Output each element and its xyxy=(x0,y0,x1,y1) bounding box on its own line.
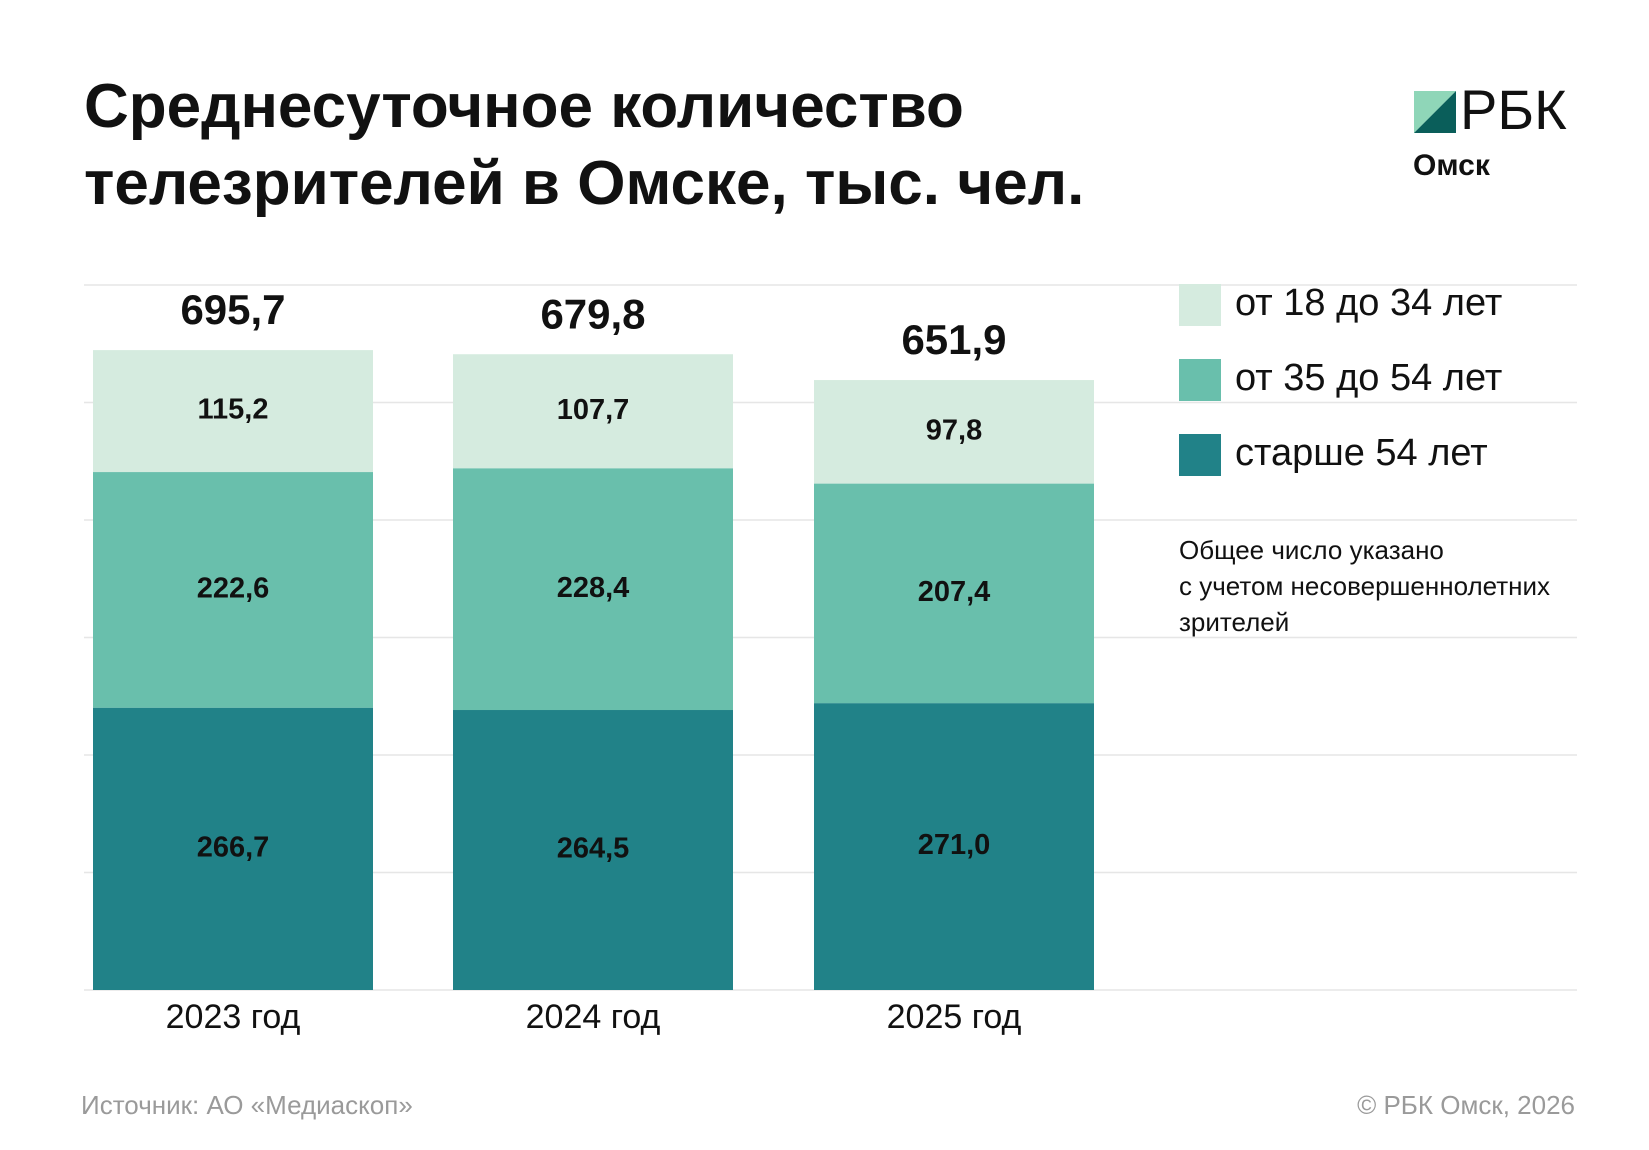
value-label: 115,2 xyxy=(198,394,269,426)
total-label: 651,9 xyxy=(901,316,1006,363)
bar-segment xyxy=(93,350,373,473)
x-tick-label: 2023 год xyxy=(166,998,301,1036)
value-label: 264,5 xyxy=(557,833,630,865)
total-label: 679,8 xyxy=(540,290,645,337)
legend-label: старше 54 лет xyxy=(1235,432,1488,474)
bar-segment xyxy=(814,380,1094,484)
logo: РБК Омск xyxy=(1413,78,1567,182)
copyright: © РБК Омск, 2026 xyxy=(1357,1090,1575,1120)
note: Общее число указано с учетом несовершенно… xyxy=(1179,535,1550,637)
bar-segment xyxy=(453,354,733,469)
bar-segment xyxy=(453,468,733,711)
legend-swatch xyxy=(1179,284,1221,326)
legend-swatch xyxy=(1179,359,1221,401)
logo-city: Омск xyxy=(1413,149,1491,182)
x-tick-label: 2024 год xyxy=(526,998,661,1036)
legend-swatch xyxy=(1179,434,1221,476)
value-label: 97,8 xyxy=(926,414,982,446)
bar-segment xyxy=(93,707,373,990)
x-tick-label: 2025 год xyxy=(887,998,1022,1036)
value-label: 107,7 xyxy=(557,394,630,426)
source: Источник: АО «Медиаскоп» xyxy=(81,1090,413,1120)
value-label: 222,6 xyxy=(197,573,270,605)
total-label: 695,7 xyxy=(180,286,285,333)
value-label: 266,7 xyxy=(197,831,270,863)
value-label: 228,4 xyxy=(557,572,630,604)
bar-segment xyxy=(814,703,1094,990)
logo-icon xyxy=(1414,91,1456,133)
logo-text: РБК xyxy=(1460,78,1567,141)
chart-title: Среднесуточное количество телезрителей в … xyxy=(84,72,1084,218)
value-label: 271,0 xyxy=(918,829,991,861)
bar-segment xyxy=(453,710,733,990)
legend-label: от 35 до 54 лет xyxy=(1235,357,1502,399)
legend-label: от 18 до 34 лет xyxy=(1235,282,1502,324)
value-label: 207,4 xyxy=(918,576,991,608)
bar-segment xyxy=(814,483,1094,704)
bar-segment xyxy=(93,472,373,708)
